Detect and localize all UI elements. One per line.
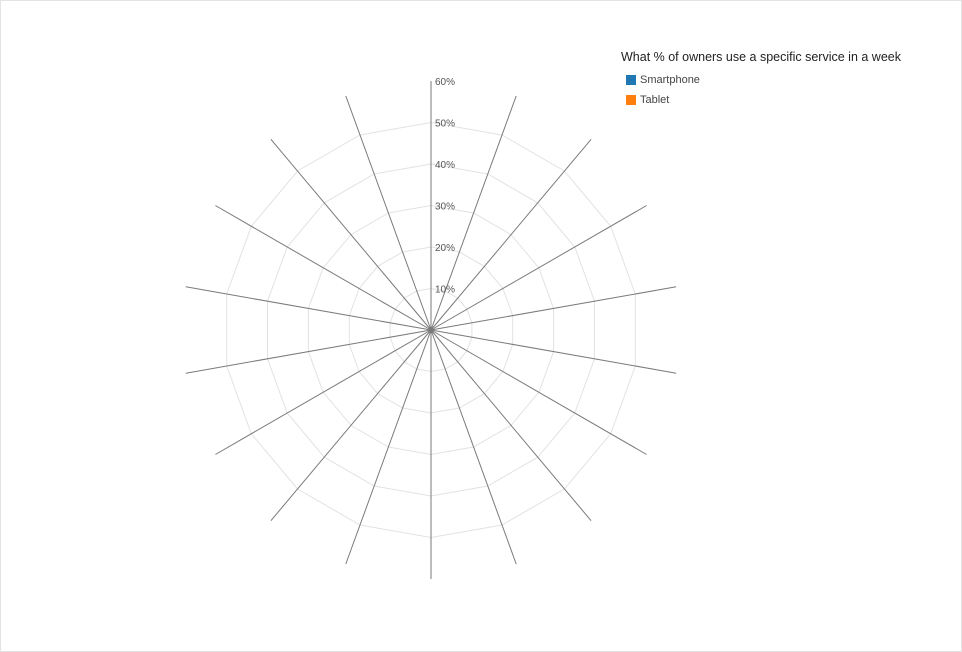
axis-spoke — [430, 329, 592, 522]
legend-swatch-smartphone — [626, 75, 636, 85]
radial-tick-labels: 10% 20% 30% 40% 50% 60% — [435, 77, 455, 296]
radial-tick-label-30: 30% — [435, 202, 455, 213]
radial-tick-label-50: 50% — [435, 119, 455, 130]
axis-spokes — [185, 81, 677, 579]
axis-spoke — [430, 286, 677, 331]
axis-spoke — [270, 138, 432, 331]
legend: What % of owners use a specific service … — [621, 50, 901, 110]
axis-spoke — [430, 329, 677, 374]
axis-spoke — [430, 329, 517, 565]
radial-tick-label-10: 10% — [435, 285, 455, 296]
axis-spoke — [345, 329, 432, 565]
legend-item-smartphone[interactable]: Smartphone — [621, 70, 901, 90]
legend-item-tablet[interactable]: Tablet — [621, 90, 901, 110]
axis-spoke — [215, 329, 432, 455]
axis-spoke — [185, 286, 432, 331]
axis-spoke — [430, 138, 592, 331]
axis-spoke — [430, 95, 517, 331]
axis-spoke — [345, 95, 432, 331]
axis-spoke — [215, 205, 432, 331]
radial-tick-label-60: 60% — [435, 77, 455, 88]
axis-spoke — [185, 329, 432, 374]
radial-tick-label-20: 20% — [435, 243, 455, 254]
axis-spoke — [270, 329, 432, 522]
axis-spoke — [430, 205, 647, 331]
radial-tick-label-40: 40% — [435, 160, 455, 171]
legend-swatch-tablet — [626, 95, 636, 105]
legend-label-tablet: Tablet — [640, 94, 670, 106]
axis-spoke — [430, 329, 647, 455]
legend-label-smartphone: Smartphone — [640, 74, 700, 86]
chart-title: What % of owners use a specific service … — [621, 50, 901, 64]
